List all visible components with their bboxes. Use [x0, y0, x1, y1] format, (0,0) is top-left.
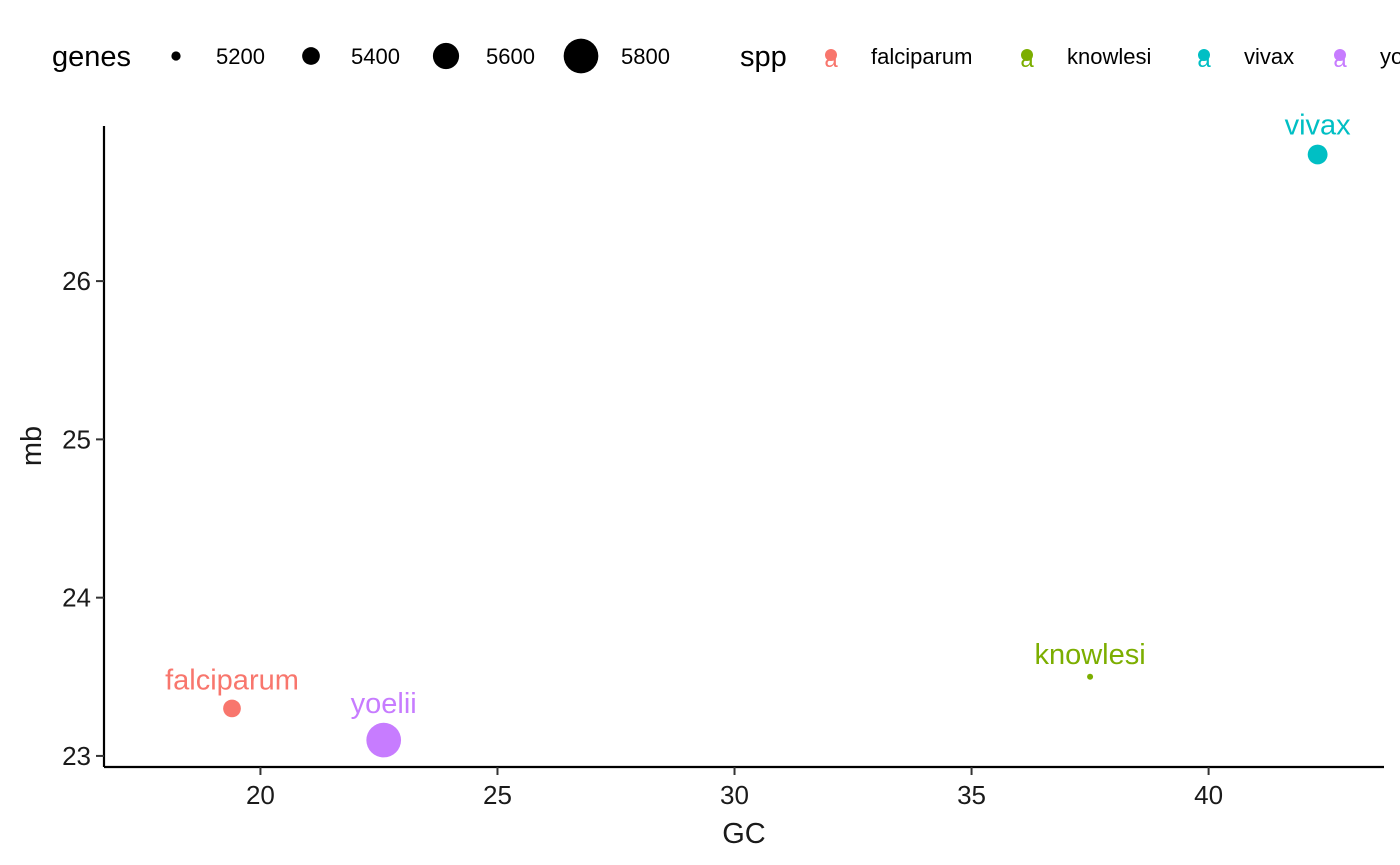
x-axis-label: GC: [722, 818, 766, 850]
size-legend-key-5200: [171, 51, 181, 61]
color-legend-label: falciparum: [871, 44, 972, 69]
point-label-falciparum: falciparum: [165, 665, 299, 697]
color-legend-glyph: a: [1197, 46, 1211, 73]
size-legend-keys: 5200 5400 5600 5800: [171, 38, 670, 74]
x-tick-label: 20: [246, 780, 275, 810]
y-tick-label: 25: [62, 424, 91, 454]
y-tick-label: 26: [62, 266, 91, 296]
legend: genes 5200 5400 5600 5800 spp a falciparum a k…: [52, 38, 1400, 74]
point-falciparum: [223, 699, 241, 718]
point-label-vivax: vivax: [1285, 110, 1352, 142]
point-label-yoelii: yoelii: [351, 688, 417, 720]
size-legend-key-5800: [563, 38, 599, 74]
size-legend-label: 5400: [351, 44, 400, 69]
color-legend-title: spp: [740, 41, 787, 73]
color-legend-key-knowlesi: [1021, 49, 1033, 61]
y-axis-label: mb: [16, 426, 48, 466]
size-legend-key-5600: [432, 42, 460, 70]
color-legend-label: vivax: [1244, 44, 1294, 69]
data-points: [223, 144, 1328, 758]
color-legend-glyph: a: [1333, 46, 1347, 73]
point-labels: falciparum yoelii knowlesi vivax: [165, 110, 1351, 720]
x-tick-label: 40: [1194, 780, 1223, 810]
axes: 20 25 30 35 40 23 24 25 26 GC mb: [16, 126, 1384, 850]
size-legend-key-5400: [302, 47, 320, 65]
size-legend-label: 5600: [486, 44, 535, 69]
size-legend-title: genes: [52, 41, 131, 73]
size-legend-label: 5800: [621, 44, 670, 69]
x-tick-label: 35: [957, 780, 986, 810]
color-legend-label: knowlesi: [1067, 44, 1151, 69]
point-vivax: [1307, 144, 1328, 165]
y-ticks: 23 24 25 26: [62, 266, 104, 771]
color-legend-key-falciparum: [825, 49, 837, 61]
color-legend-glyph: a: [1020, 46, 1034, 73]
point-yoelii: [366, 722, 402, 758]
y-tick-label: 23: [62, 741, 91, 771]
color-legend-key-yoelii: [1334, 49, 1346, 61]
x-tick-label: 25: [483, 780, 512, 810]
x-ticks: 20 25 30 35 40: [246, 767, 1223, 810]
color-legend-key-vivax: [1198, 49, 1210, 61]
point-label-knowlesi: knowlesi: [1034, 639, 1145, 671]
size-legend-label: 5200: [216, 44, 265, 69]
color-legend-glyph: a: [824, 46, 838, 73]
point-knowlesi: [1087, 673, 1094, 680]
y-tick-label: 24: [62, 583, 91, 613]
color-legend-label: yoelii: [1380, 44, 1400, 69]
color-legend-keys: a falciparum a knowlesi a vivax a yoelii: [824, 44, 1400, 73]
x-tick-label: 30: [720, 780, 749, 810]
